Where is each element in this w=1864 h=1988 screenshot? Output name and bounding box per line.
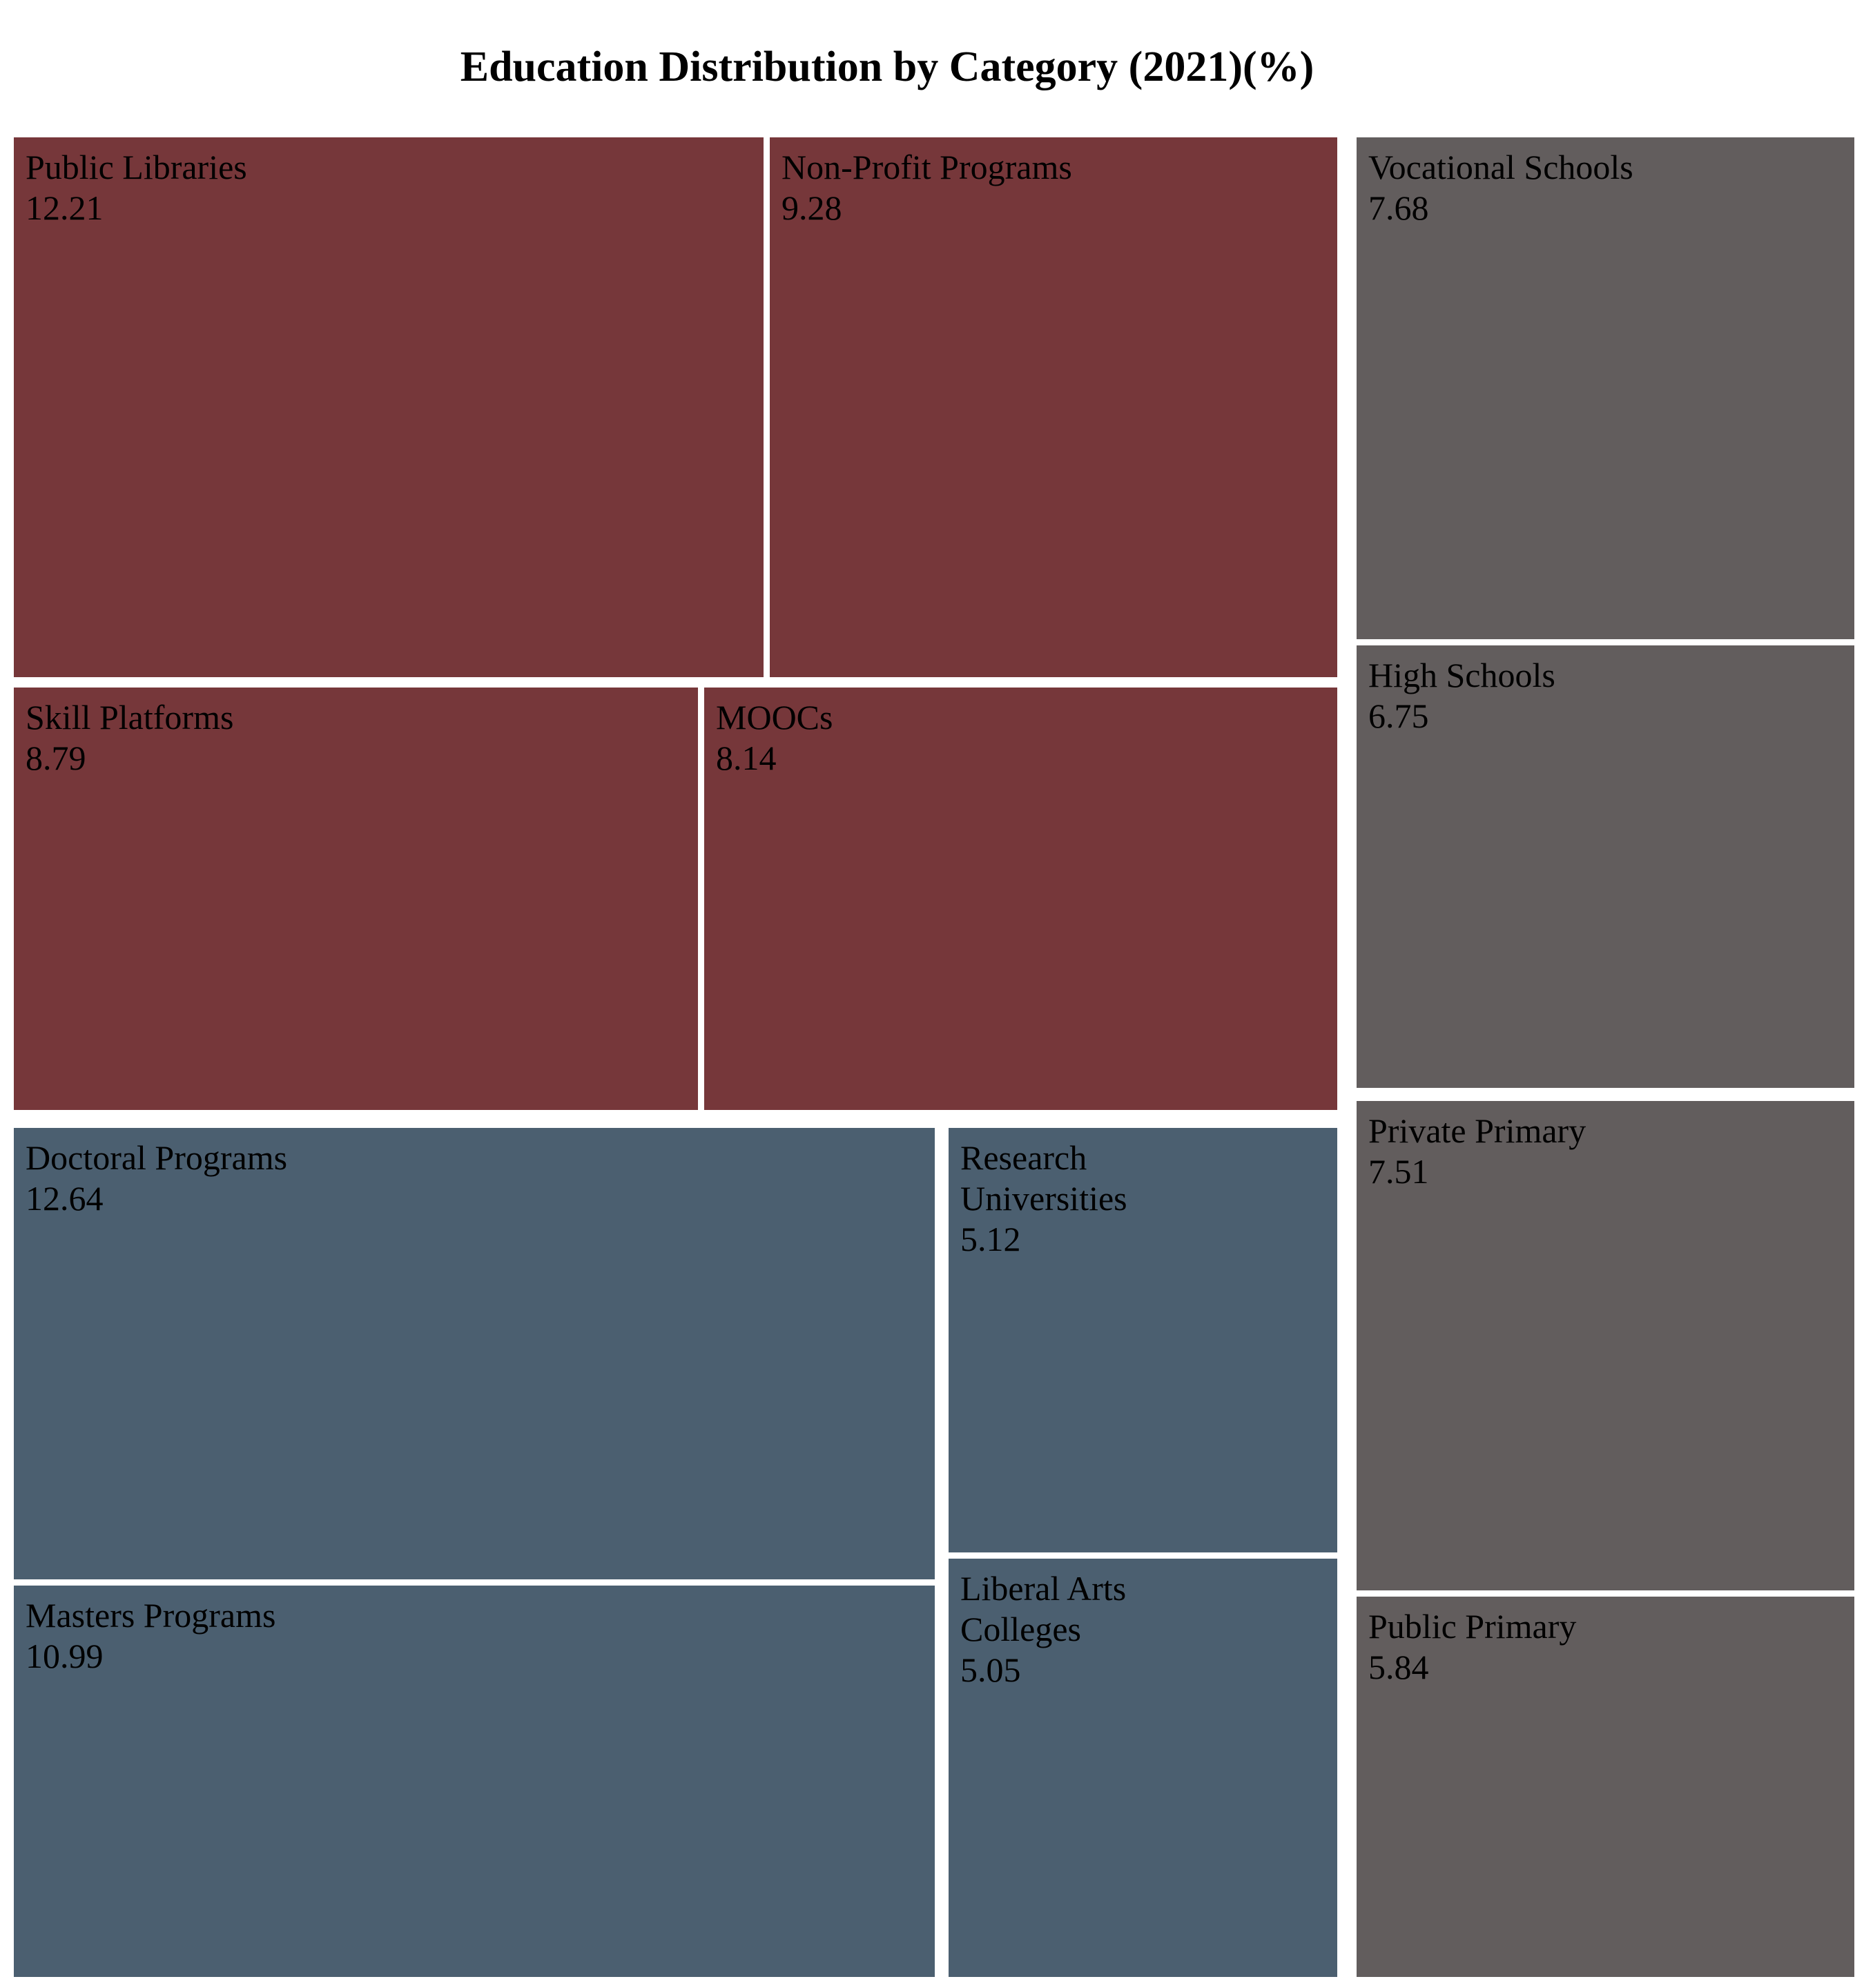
tile-label-line: Liberal Arts bbox=[960, 1569, 1126, 1608]
tile-doctoral-programs bbox=[14, 1128, 935, 1579]
tile-label-line: MOOCs bbox=[716, 698, 833, 737]
tile-label-moocs: MOOCs 8.14 bbox=[716, 698, 833, 777]
tile-value-research-universities: 5.12 bbox=[960, 1220, 1021, 1258]
tile-label-doctoral-programs: Doctoral Programs 12.64 bbox=[26, 1138, 287, 1218]
tile-value-public-primary: 5.84 bbox=[1368, 1648, 1429, 1686]
tile-label-liberal-arts-colleges: Liberal Arts Colleges 5.05 bbox=[960, 1569, 1126, 1689]
tile-label-public-primary: Public Primary 5.84 bbox=[1368, 1607, 1576, 1686]
tile-research-universities bbox=[949, 1128, 1337, 1552]
tile-label-line: Non-Profit Programs bbox=[781, 148, 1072, 186]
tile-liberal-arts-colleges bbox=[949, 1559, 1337, 1977]
tile-skill-platforms bbox=[14, 688, 698, 1110]
tile-public-libraries bbox=[14, 137, 764, 677]
tile-masters-programs bbox=[14, 1586, 935, 1977]
tile-moocs bbox=[704, 688, 1337, 1110]
tile-label-private-primary: Private Primary 7.51 bbox=[1368, 1111, 1586, 1191]
chart-title: Education Distribution by Category (2021… bbox=[460, 43, 1314, 90]
tile-label-line: Doctoral Programs bbox=[26, 1138, 287, 1177]
tile-high-schools bbox=[1357, 645, 1854, 1088]
tile-value-public-libraries: 12.21 bbox=[26, 188, 104, 227]
tile-label-line: Public Primary bbox=[1368, 1607, 1576, 1646]
tile-value-non-profit-programs: 9.28 bbox=[781, 188, 842, 227]
tile-label-public-libraries: Public Libraries 12.21 bbox=[26, 148, 247, 227]
tile-label-line: Universities bbox=[960, 1179, 1127, 1218]
tile-value-doctoral-programs: 12.64 bbox=[26, 1179, 104, 1218]
tile-value-moocs: 8.14 bbox=[716, 739, 777, 777]
tile-label-masters-programs: Masters Programs 10.99 bbox=[26, 1596, 275, 1675]
tile-label-line: Colleges bbox=[960, 1610, 1081, 1648]
tile-label-line: Public Libraries bbox=[26, 148, 247, 186]
tile-value-liberal-arts-colleges: 5.05 bbox=[960, 1650, 1021, 1689]
tile-label-line: Vocational Schools bbox=[1368, 148, 1633, 186]
tile-label-line: Skill Platforms bbox=[26, 698, 233, 737]
tile-value-private-primary: 7.51 bbox=[1368, 1152, 1429, 1191]
tile-label-line: Private Primary bbox=[1368, 1111, 1586, 1150]
tile-value-masters-programs: 10.99 bbox=[26, 1637, 104, 1675]
tile-label-research-universities: Research Universities 5.12 bbox=[960, 1138, 1127, 1258]
tile-label-high-schools: High Schools 6.75 bbox=[1368, 656, 1555, 735]
tile-public-primary bbox=[1357, 1597, 1854, 1977]
tile-label-line: Research bbox=[960, 1138, 1087, 1177]
tile-value-skill-platforms: 8.79 bbox=[26, 739, 86, 777]
tile-value-vocational-schools: 7.68 bbox=[1368, 188, 1429, 227]
tile-label-line: High Schools bbox=[1368, 656, 1555, 694]
tile-non-profit-programs bbox=[770, 137, 1337, 677]
tile-vocational-schools bbox=[1357, 137, 1854, 639]
tile-label-non-profit-programs: Non-Profit Programs 9.28 bbox=[781, 148, 1072, 227]
tile-label-line: Masters Programs bbox=[26, 1596, 275, 1635]
tile-label-vocational-schools: Vocational Schools 7.68 bbox=[1368, 148, 1633, 227]
tile-value-high-schools: 6.75 bbox=[1368, 696, 1429, 735]
tile-label-skill-platforms: Skill Platforms 8.79 bbox=[26, 698, 233, 777]
tile-private-primary bbox=[1357, 1101, 1854, 1590]
